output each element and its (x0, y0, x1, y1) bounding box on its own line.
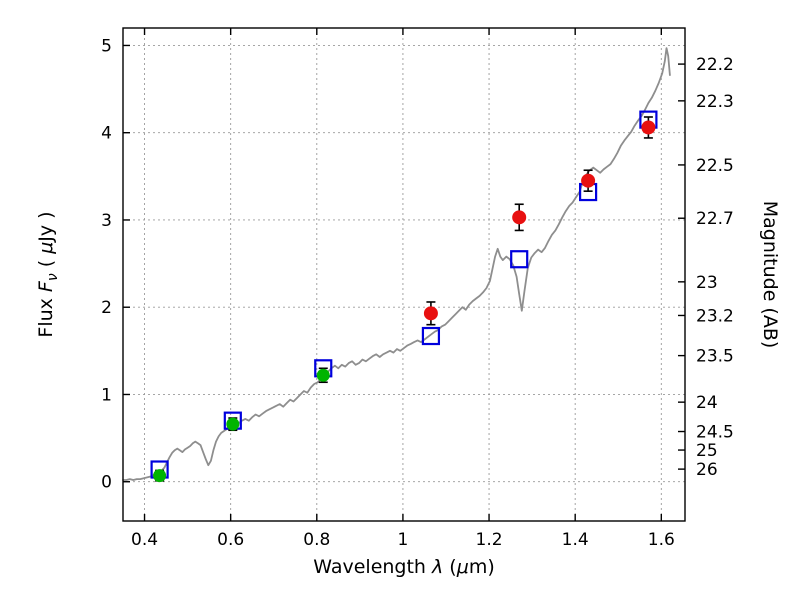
y-right-tick-label: 22.5 (696, 156, 734, 176)
x-tick-label: 1.4 (562, 530, 589, 550)
y-axis-label-right: Magnitude (AB) (759, 201, 781, 349)
y-axis-label-left: Flux Fν ( μJy ) (35, 211, 61, 337)
y-right-tick-label: 23.5 (696, 347, 734, 367)
y-right-tick-label: 24 (696, 393, 718, 413)
x-axis-label: Wavelength λ (μm) (313, 556, 494, 578)
y-left-tick-label: 3 (101, 211, 112, 231)
y-right-tick-label: 23.2 (696, 306, 734, 326)
y-left-tick-label: 1 (101, 385, 112, 405)
y-right-tick-label: 22.2 (696, 55, 734, 75)
y-right-tick-label: 26 (696, 460, 718, 480)
axes-frame (122, 27, 686, 522)
y-right-tick-label: 22.3 (696, 92, 734, 112)
circle-marker (226, 417, 240, 431)
galaxy-spectrum (122, 47, 671, 481)
gridlines (123, 28, 685, 521)
circle-marker (316, 368, 330, 382)
x-tick-label: 1.2 (476, 530, 503, 550)
circle-marker (641, 120, 656, 135)
y-left-tick-label: 0 (101, 473, 112, 493)
circle-marker (423, 306, 438, 321)
y-right-tick-label: 23 (696, 273, 718, 293)
observed-infrared-red (423, 116, 656, 326)
tick-labels: 0.4 0.6 0.8 1 1.2 1.4 1.601234522.222.322.522.… (101, 36, 734, 550)
x-tick-label: 0.8 (303, 530, 330, 550)
x-tick-label: 0.4 (131, 530, 158, 550)
square-marker (421, 326, 441, 346)
x-tick-label: 1.6 (648, 530, 675, 550)
axis-ticks (123, 28, 685, 521)
circle-marker (153, 469, 167, 483)
circle-marker (512, 210, 527, 225)
observed-optical-green (153, 367, 330, 483)
circle-marker (581, 173, 596, 188)
y-left-tick-label: 2 (101, 298, 112, 318)
y-left-tick-label: 4 (101, 124, 112, 144)
square-marker (510, 250, 529, 269)
x-tick-label: 1 (398, 530, 409, 550)
y-right-tick-label: 24.5 (696, 423, 734, 443)
y-right-tick-label: 25 (696, 441, 718, 461)
y-left-tick-label: 5 (101, 36, 112, 56)
y-right-tick-label: 22.7 (696, 209, 734, 229)
x-tick-label: 0.6 (217, 530, 244, 550)
